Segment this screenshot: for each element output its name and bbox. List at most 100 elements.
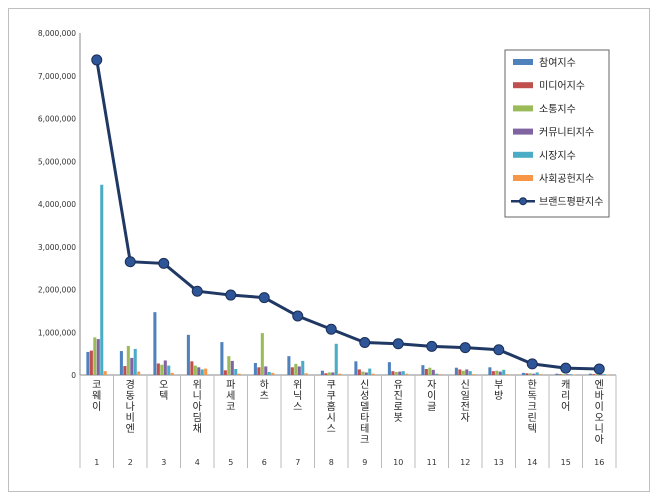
bar-3 [93, 337, 97, 375]
bar-6 [405, 373, 409, 375]
bar-1 [588, 373, 592, 375]
bar-5 [100, 184, 104, 375]
y-tick-label: 4,000,000 [38, 200, 76, 209]
legend-swatch [513, 105, 533, 112]
bar-5 [301, 360, 305, 375]
bar-6 [304, 373, 308, 375]
bar-1 [320, 370, 324, 375]
brand-index-point [359, 337, 371, 349]
bar-5 [267, 372, 271, 375]
bar-4 [465, 369, 469, 375]
legend-swatch [513, 59, 533, 65]
bar-4 [331, 372, 335, 375]
bar-1 [488, 367, 492, 375]
bar-6 [271, 372, 275, 375]
bar-6 [204, 368, 208, 375]
bar-4 [431, 369, 435, 375]
bar-2 [156, 363, 160, 375]
bar-3 [227, 356, 231, 375]
bar-6 [505, 374, 509, 375]
rank-label: 2 [128, 458, 133, 467]
bar-4 [96, 339, 100, 375]
brand-index-point [526, 358, 538, 370]
legend-label: 시장지수 [539, 150, 576, 162]
bar-1 [354, 361, 358, 375]
y-tick-label: 3,000,000 [38, 243, 76, 252]
bar-1 [220, 342, 224, 375]
bar-5 [502, 369, 506, 375]
rank-label: 16 [594, 458, 604, 467]
bar-2 [525, 373, 529, 375]
legend-swatch [513, 175, 533, 181]
legend-label: 미디어지수 [539, 80, 585, 92]
bar-1 [86, 351, 90, 375]
bar-1 [555, 373, 559, 375]
bar-6 [606, 374, 610, 376]
bar-3 [562, 374, 566, 375]
rank-label: 8 [329, 458, 334, 467]
brand-index-point [292, 310, 304, 322]
bar-2 [592, 374, 596, 375]
bar-3 [126, 345, 130, 375]
bar-5 [334, 343, 338, 375]
bar-4 [197, 367, 201, 375]
bar-1 [153, 312, 157, 375]
rank-label: 5 [228, 458, 233, 467]
bar-5 [200, 369, 204, 375]
y-tick-label: 2,000,000 [38, 286, 76, 295]
bar-4 [230, 360, 234, 375]
bar-2 [190, 361, 194, 375]
bar-6 [338, 373, 342, 375]
bar-2 [458, 369, 462, 375]
bar-2 [424, 369, 428, 375]
rank-label: 11 [427, 458, 437, 467]
bar-4 [264, 366, 268, 375]
rank-label: 3 [161, 458, 166, 467]
bar-4 [297, 366, 301, 375]
y-tick-label: 8,000,000 [38, 29, 76, 38]
legend-swatch-point [519, 197, 527, 206]
y-tick-label: 0 [71, 371, 76, 380]
bar-2 [357, 369, 361, 375]
bar-4 [599, 374, 603, 375]
bar-6 [170, 372, 174, 375]
bar-1 [521, 372, 525, 375]
bar-5 [602, 374, 606, 375]
bar-1 [421, 365, 425, 375]
bar-2 [391, 371, 395, 375]
bar-3 [528, 373, 532, 375]
brand-index-point [560, 362, 572, 374]
bar-3 [361, 371, 365, 375]
rank-label: 9 [362, 458, 367, 467]
brand-index-point [258, 292, 270, 304]
bar-6 [572, 374, 576, 376]
bar-4 [532, 373, 536, 375]
bar-1 [119, 351, 123, 375]
brand-index-point [493, 344, 505, 356]
bar-5 [133, 348, 137, 375]
bar-5 [401, 371, 405, 375]
bar-1 [253, 363, 257, 375]
bar-3 [327, 372, 331, 375]
brand-index-point [325, 323, 337, 335]
bar-2 [491, 371, 495, 375]
legend-swatch [513, 151, 533, 158]
y-tick-label: 5,000,000 [38, 157, 76, 166]
rank-label: 4 [195, 458, 200, 467]
y-tick-label: 1,000,000 [38, 328, 76, 337]
brand-index-point [124, 256, 136, 268]
legend-swatch [513, 128, 533, 135]
y-tick-label: 6,000,000 [38, 115, 76, 124]
